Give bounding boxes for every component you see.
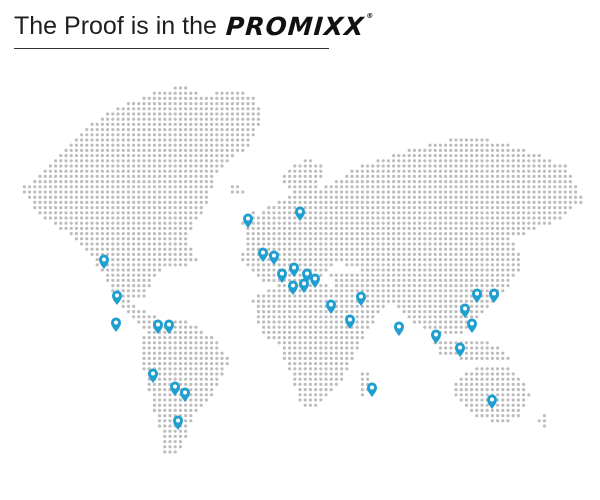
location-pin-icon [460, 303, 470, 318]
location-pin-icon [455, 342, 465, 357]
location-pin-icon [153, 319, 163, 334]
location-pin-icon [170, 381, 180, 396]
location-pin-icon [302, 268, 312, 283]
location-pin-icon [180, 387, 190, 402]
location-pin-icon [431, 329, 441, 344]
location-pin-icon [148, 368, 158, 383]
location-pin-icon [487, 394, 497, 409]
location-pin-icon [258, 247, 268, 262]
location-pin-icon [173, 415, 183, 430]
location-pin-icon [345, 314, 355, 329]
location-pin-icon [356, 291, 366, 306]
location-pin-icon [467, 318, 477, 333]
tagline: The Proof is in the [14, 11, 217, 40]
location-pin-icon [310, 273, 320, 288]
location-pin-icon [269, 250, 279, 265]
location-pin-icon [112, 290, 122, 305]
location-pin-icon [99, 254, 109, 269]
location-pin-icon [326, 299, 336, 314]
location-pin-icon [164, 319, 174, 334]
header: The Proof is in the PROMIXX® [14, 6, 374, 46]
header-divider [14, 48, 329, 49]
location-pin-icon [288, 280, 298, 295]
location-pin-icon [367, 382, 377, 397]
location-pin-icon [243, 213, 253, 228]
location-pin-icon [489, 288, 499, 303]
map-dots [22, 86, 583, 454]
map-pins [99, 206, 499, 430]
location-pin-icon [111, 317, 121, 332]
location-pin-icon [394, 321, 404, 336]
location-pin-icon [277, 268, 287, 283]
location-pin-icon [472, 288, 482, 303]
location-pin-icon [295, 206, 305, 221]
location-pin-icon [289, 262, 299, 277]
